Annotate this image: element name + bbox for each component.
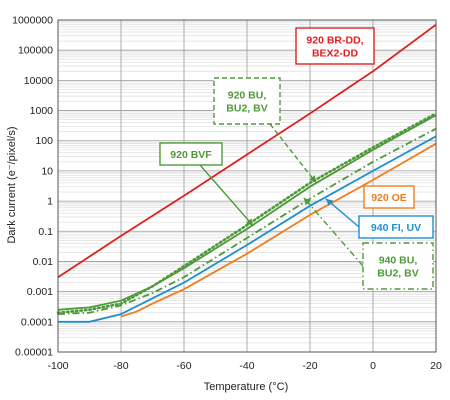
- y-axis-title: Dark current (e⁻/pixel/s): [6, 126, 18, 243]
- series-line: [58, 135, 437, 323]
- y-tick-label: 1000: [30, 105, 54, 117]
- annotation-leader: [325, 198, 360, 228]
- annotation-box: [213, 77, 281, 125]
- series-line: [57, 114, 437, 311]
- series-line: [57, 23, 437, 278]
- x-tick-label: 0: [370, 360, 376, 372]
- series-line: [56, 112, 438, 314]
- y-tick-label: 1000000: [12, 15, 53, 27]
- annotation-leader: [269, 123, 317, 184]
- annotation-label: BU2, BV: [226, 103, 267, 115]
- annotation-box: [295, 27, 375, 65]
- x-tick-label: -40: [239, 360, 254, 372]
- axes: 0.00001 0.0001 0.001 0.01 0.1 1 10 100 1000 10000…: [12, 15, 442, 373]
- x-axis-title: Temperature (°C): [204, 381, 288, 393]
- x-tick-label: -20: [302, 360, 317, 372]
- y-tick-label: 100: [35, 135, 53, 147]
- annotation-label: 940 FI, UV: [371, 222, 421, 234]
- annotation-leader: [303, 197, 364, 267]
- y-tick-label: 10000: [24, 75, 53, 87]
- annotation-leader: [199, 164, 254, 227]
- plot-border: [57, 19, 437, 353]
- annotation-box: [362, 242, 434, 290]
- annotation-arrowhead: [309, 175, 317, 183]
- annotation-label: BEX2-DD: [312, 48, 359, 60]
- annotation-label: BU2, BV: [377, 268, 418, 280]
- y-tick-label: 0.01: [33, 256, 54, 268]
- series-line: [120, 142, 437, 318]
- series-lines: [56, 23, 438, 323]
- y-tick-label: 100000: [18, 45, 53, 57]
- annotation-label: 920 BVF: [170, 149, 212, 161]
- y-tick-label: 1: [47, 196, 53, 208]
- annotation-box: [358, 215, 434, 239]
- x-tick-label: 20: [430, 360, 442, 372]
- annotation-label: 920 BR-DD,: [306, 35, 363, 47]
- annotation-arrowhead: [325, 198, 334, 206]
- y-tick-label: 0.0001: [21, 316, 53, 328]
- annotation-label: 920 BU,: [228, 90, 267, 102]
- y-tick-label: 0.00001: [15, 347, 53, 359]
- x-tick-label: -60: [176, 360, 191, 372]
- x-tick-label: -80: [113, 360, 128, 372]
- annotation-label: 940 BU,: [379, 255, 418, 267]
- y-tick-label: 0.1: [38, 226, 53, 238]
- annotation-label: 920 OE: [371, 192, 407, 204]
- annotation-box: [159, 142, 223, 166]
- y-tick-label: 0.001: [27, 286, 53, 298]
- x-tick-label: -100: [47, 360, 68, 372]
- y-tick-label: 10: [41, 165, 53, 177]
- annotation-box: [363, 185, 415, 209]
- series-line: [57, 127, 437, 315]
- annotation-arrowhead: [303, 197, 311, 206]
- annotation-arrowhead: [246, 218, 254, 226]
